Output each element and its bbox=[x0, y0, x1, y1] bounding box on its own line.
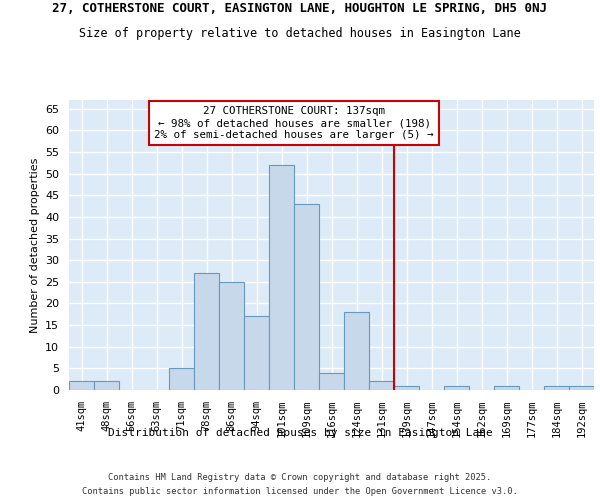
Bar bbox=[194, 273, 219, 390]
Text: Distribution of detached houses by size in Easington Lane: Distribution of detached houses by size … bbox=[107, 428, 493, 438]
Text: 27, COTHERSTONE COURT, EASINGTON LANE, HOUGHTON LE SPRING, DH5 0NJ: 27, COTHERSTONE COURT, EASINGTON LANE, H… bbox=[53, 2, 548, 16]
Bar bbox=[294, 204, 319, 390]
Text: Contains HM Land Registry data © Crown copyright and database right 2025.: Contains HM Land Registry data © Crown c… bbox=[109, 472, 491, 482]
Bar bbox=[444, 386, 469, 390]
Bar bbox=[319, 372, 344, 390]
Bar bbox=[544, 386, 569, 390]
Bar bbox=[94, 382, 119, 390]
Text: Size of property relative to detached houses in Easington Lane: Size of property relative to detached ho… bbox=[79, 28, 521, 40]
Bar bbox=[394, 386, 419, 390]
Text: Contains public sector information licensed under the Open Government Licence v3: Contains public sector information licen… bbox=[82, 488, 518, 496]
Bar bbox=[219, 282, 244, 390]
Bar bbox=[344, 312, 369, 390]
Bar bbox=[569, 386, 594, 390]
Text: 27 COTHERSTONE COURT: 137sqm
← 98% of detached houses are smaller (198)
2% of se: 27 COTHERSTONE COURT: 137sqm ← 98% of de… bbox=[154, 106, 434, 140]
Bar bbox=[169, 368, 194, 390]
Bar bbox=[244, 316, 269, 390]
Bar bbox=[269, 165, 294, 390]
Bar bbox=[369, 382, 394, 390]
Y-axis label: Number of detached properties: Number of detached properties bbox=[29, 158, 40, 332]
Bar bbox=[494, 386, 519, 390]
Bar bbox=[69, 382, 94, 390]
